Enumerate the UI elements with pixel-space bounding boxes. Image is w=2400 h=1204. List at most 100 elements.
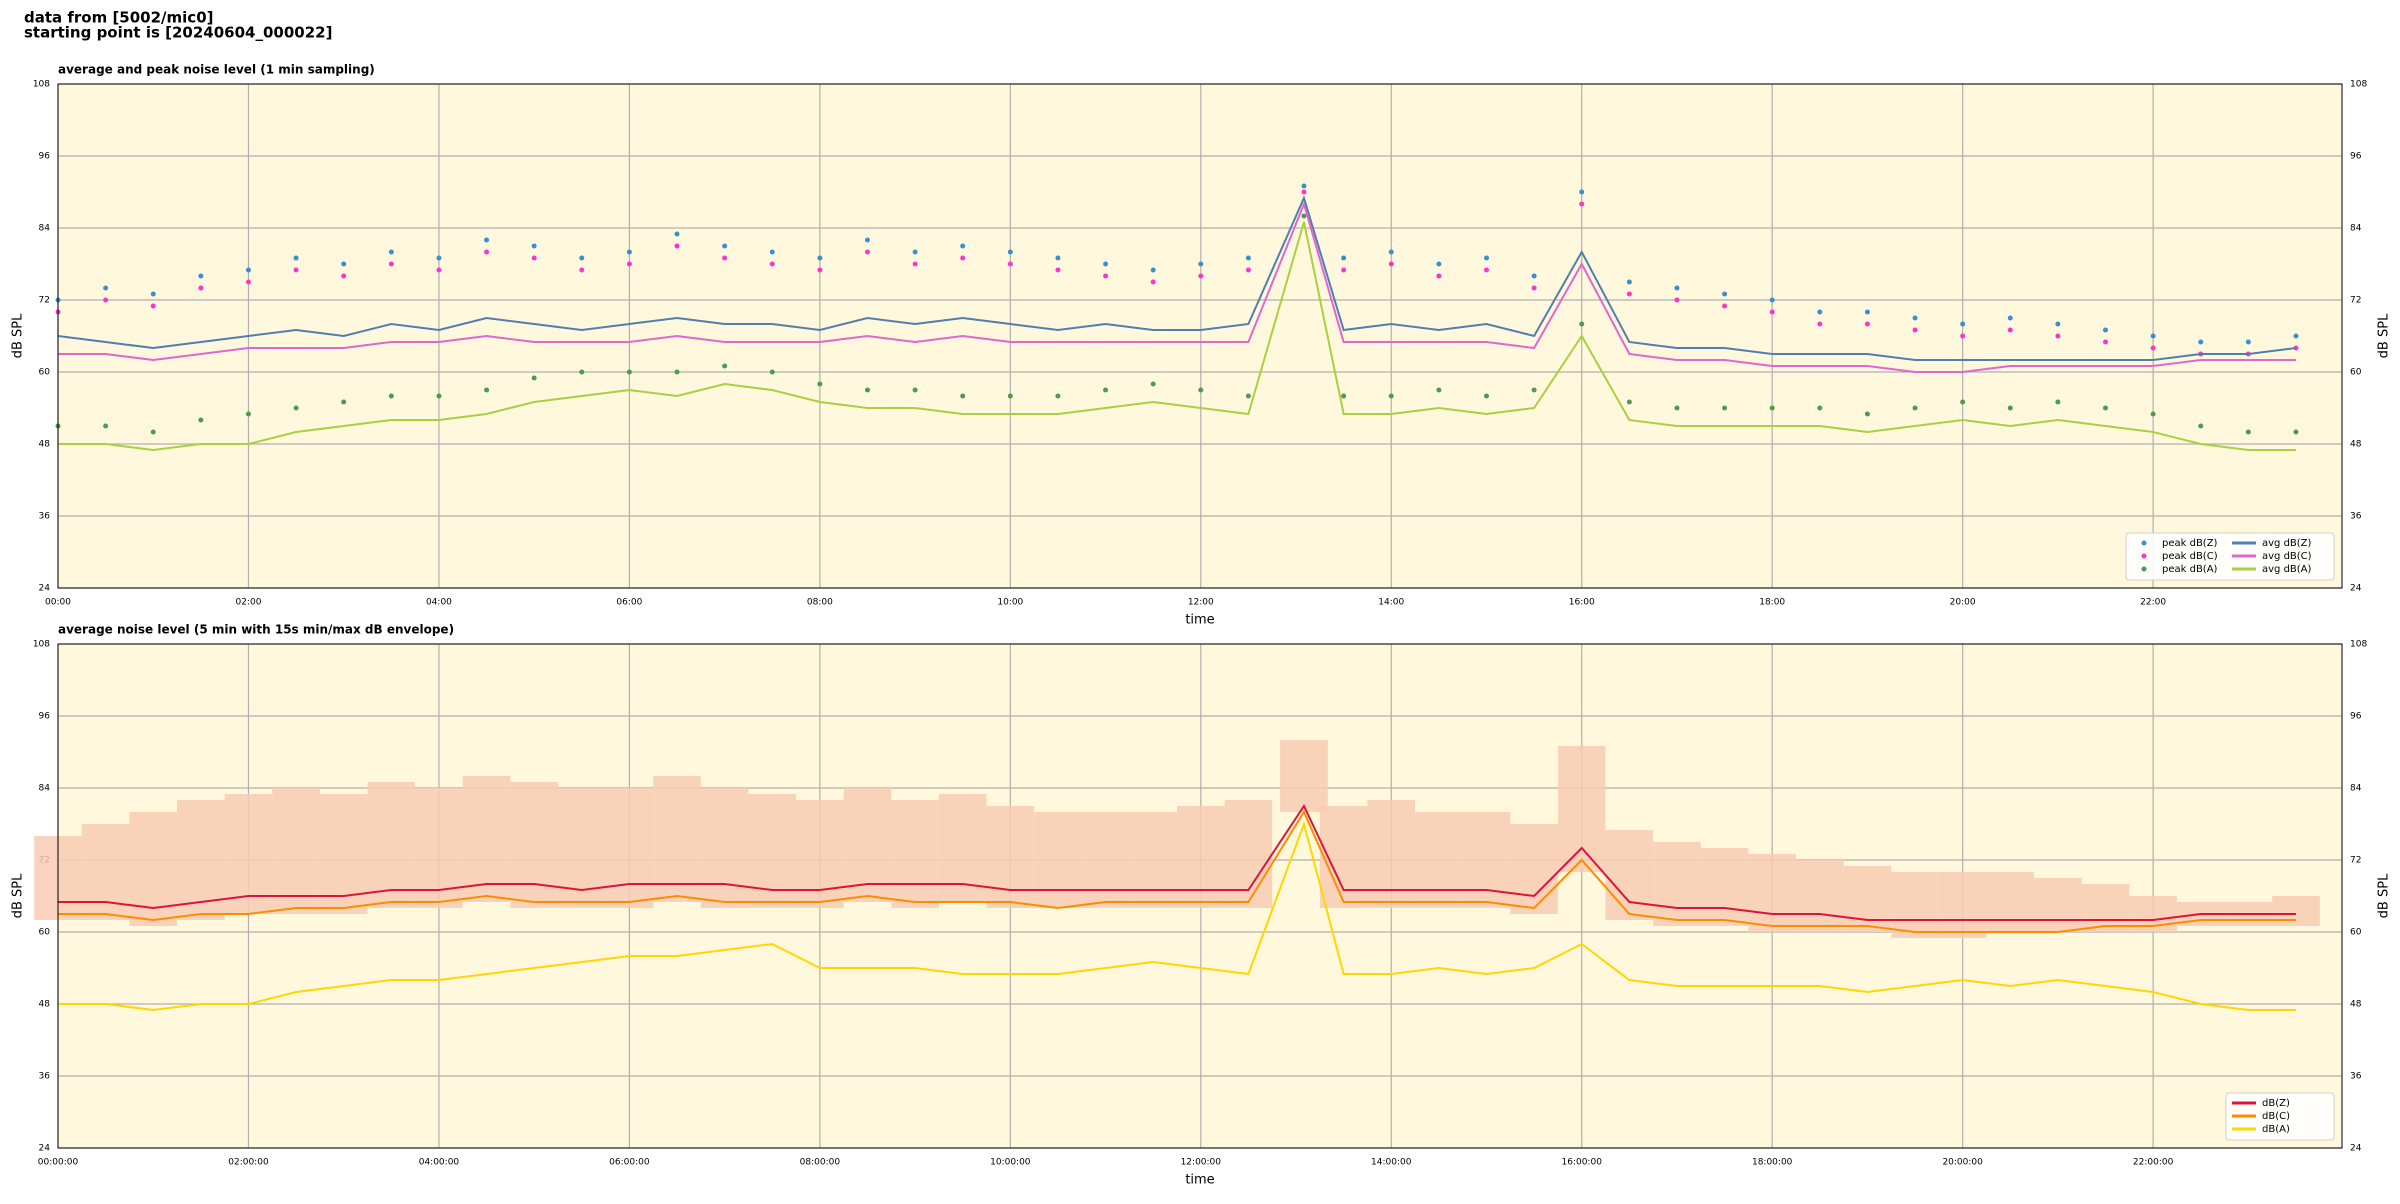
envelope-band bbox=[1462, 812, 1511, 908]
peak-point bbox=[1912, 327, 1918, 333]
peak-point bbox=[579, 267, 585, 273]
plot-area bbox=[58, 84, 2342, 588]
peak-point bbox=[912, 261, 918, 267]
peak-point bbox=[1055, 393, 1061, 399]
peak-point bbox=[1388, 249, 1394, 255]
peak-point bbox=[198, 273, 204, 279]
peak-point bbox=[1960, 399, 1966, 405]
peak-point bbox=[2150, 345, 2156, 351]
peak-point bbox=[1531, 387, 1537, 393]
peak-point bbox=[1864, 309, 1870, 315]
peak-point bbox=[1912, 405, 1918, 411]
envelope-band bbox=[653, 776, 701, 902]
legend-marker bbox=[2141, 553, 2147, 559]
peak-point bbox=[484, 249, 490, 255]
x-tick-label: 10:00 bbox=[997, 598, 1023, 608]
y2-tick-label: 24 bbox=[2350, 1144, 2362, 1154]
peak-point bbox=[1864, 321, 1870, 327]
envelope-band bbox=[1748, 854, 1796, 932]
envelope-band bbox=[700, 788, 749, 908]
peak-point bbox=[1198, 273, 1204, 279]
peak-point bbox=[1674, 405, 1680, 411]
peak-point bbox=[626, 261, 632, 267]
envelope-band bbox=[1843, 866, 1892, 932]
x-tick-label: 04:00:00 bbox=[419, 1158, 460, 1168]
peak-point bbox=[1436, 273, 1442, 279]
peak-point bbox=[1150, 381, 1156, 387]
peak-point bbox=[1301, 189, 1307, 195]
series-line bbox=[58, 221, 2296, 452]
series-line bbox=[58, 803, 2296, 921]
peak-point bbox=[2055, 399, 2061, 405]
envelope-band bbox=[2081, 884, 2130, 932]
envelope-band bbox=[1796, 860, 1844, 932]
peak-point bbox=[150, 303, 156, 309]
peak-point bbox=[1341, 393, 1347, 399]
y-tick-label: 96 bbox=[39, 712, 51, 722]
peak-point bbox=[1150, 279, 1156, 285]
x-tick-label: 06:00 bbox=[616, 598, 642, 608]
legend-label: dB(C) bbox=[2262, 1111, 2290, 1122]
envelope-band bbox=[1700, 848, 1749, 926]
envelope-band bbox=[1034, 812, 1082, 908]
peak-point bbox=[1341, 255, 1347, 261]
peak-point bbox=[2245, 429, 2251, 435]
peak-point bbox=[2198, 339, 2204, 345]
envelope-band bbox=[1177, 806, 1225, 908]
plot-frame bbox=[57, 83, 2343, 589]
y2-tick-label: 84 bbox=[2350, 784, 2362, 794]
y-tick-label: 96 bbox=[39, 152, 51, 162]
envelope-band bbox=[81, 824, 130, 920]
peak-point bbox=[388, 249, 394, 255]
x-tick-label: 12:00 bbox=[1188, 598, 1214, 608]
peak-point bbox=[293, 405, 299, 411]
x-tick-label: 22:00 bbox=[2140, 598, 2166, 608]
x-tick-label: 00:00:00 bbox=[38, 1158, 79, 1168]
peak-point bbox=[1817, 309, 1823, 315]
peak-point bbox=[960, 243, 966, 249]
peak-point bbox=[817, 381, 823, 387]
peak-point bbox=[1579, 189, 1585, 195]
peak-point bbox=[1817, 321, 1823, 327]
peak-point bbox=[531, 255, 537, 261]
envelope-band bbox=[272, 788, 320, 914]
peak-point bbox=[1055, 255, 1061, 261]
x-tick-label: 08:00 bbox=[807, 598, 833, 608]
x-axis-label: time bbox=[1185, 613, 1214, 628]
envelope-band bbox=[367, 782, 416, 908]
peak-point bbox=[1198, 387, 1204, 393]
envelope-band bbox=[510, 782, 558, 908]
peak-point bbox=[1341, 267, 1347, 273]
x-tick-label: 20:00:00 bbox=[1942, 1158, 1983, 1168]
peak-point bbox=[293, 267, 299, 273]
envelope-band bbox=[1557, 746, 1606, 872]
peak-point bbox=[674, 243, 680, 249]
y-tick-label: 48 bbox=[39, 440, 51, 450]
peak-point bbox=[1769, 309, 1775, 315]
legend-marker bbox=[2141, 566, 2147, 572]
peak-point bbox=[245, 411, 251, 417]
peak-point bbox=[1103, 261, 1109, 267]
peak-point bbox=[626, 249, 632, 255]
y2-tick-label: 84 bbox=[2350, 224, 2362, 234]
envelope-band bbox=[1129, 812, 1177, 908]
x-tick-label: 16:00 bbox=[1569, 598, 1595, 608]
peak-point bbox=[1103, 273, 1109, 279]
legend-label: avg dB(Z) bbox=[2262, 538, 2312, 549]
peak-point bbox=[912, 387, 918, 393]
y2-tick-label: 36 bbox=[2350, 1072, 2362, 1082]
peak-point bbox=[1055, 267, 1061, 273]
legend-label: dB(A) bbox=[2262, 1124, 2290, 1135]
y2-tick-label: 108 bbox=[2350, 80, 2367, 90]
peak-point bbox=[245, 279, 251, 285]
header-line: data from [5002/mic0] bbox=[24, 9, 214, 27]
legend-label: peak dB(Z) bbox=[2162, 538, 2218, 549]
peak-point bbox=[1960, 321, 1966, 327]
x-tick-label: 14:00:00 bbox=[1371, 1158, 1412, 1168]
peak-point bbox=[1626, 279, 1632, 285]
peak-point bbox=[341, 399, 347, 405]
peak-point bbox=[1864, 411, 1870, 417]
y-tick-label: 36 bbox=[39, 1072, 51, 1082]
peak-point bbox=[2007, 327, 2013, 333]
peak-point bbox=[198, 417, 204, 423]
